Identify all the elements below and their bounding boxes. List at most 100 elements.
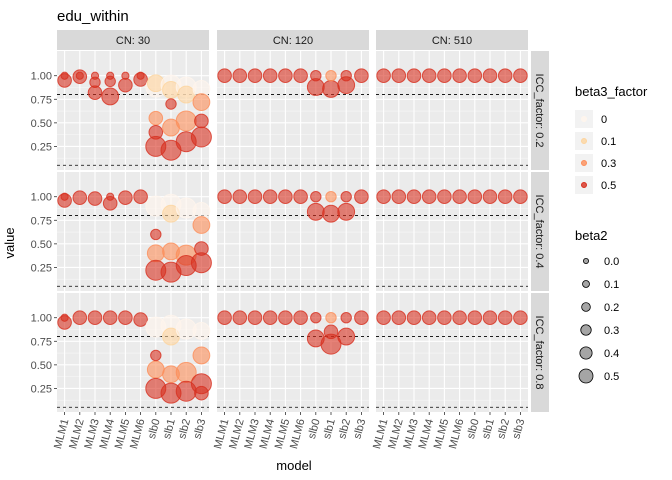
- data-point: [248, 190, 262, 204]
- data-point: [311, 313, 321, 323]
- legend-key: [582, 161, 587, 166]
- size-legend-key: [580, 347, 592, 359]
- data-point: [341, 313, 351, 323]
- y-tick-label: 0.50: [31, 239, 52, 251]
- data-point: [483, 69, 497, 83]
- row-strip-label: ICC_factor: 0.2: [533, 74, 545, 148]
- data-point: [311, 192, 321, 202]
- legend-label: 0.0: [604, 256, 619, 268]
- data-point: [294, 311, 308, 325]
- data-point: [218, 190, 232, 204]
- data-point: [453, 69, 467, 83]
- data-point: [323, 81, 340, 98]
- data-point: [338, 203, 355, 220]
- data-point: [88, 192, 102, 206]
- size-legend-key: [579, 369, 593, 383]
- data-point: [498, 190, 512, 204]
- facet-panels: CN: 30 CN: 120 CN: 510 ICC_factor: 0.2 ICC_f…: [31, 30, 549, 450]
- data-point: [248, 311, 262, 325]
- data-point: [514, 69, 528, 83]
- data-point: [195, 242, 209, 256]
- data-point: [468, 69, 482, 83]
- data-point: [514, 311, 528, 325]
- y-tick-label: 1.00: [31, 192, 52, 204]
- row-strip-label: ICC_factor: 0.8: [533, 316, 545, 390]
- data-point: [76, 72, 83, 79]
- data-point: [326, 192, 336, 202]
- data-point: [61, 72, 68, 79]
- data-point: [193, 217, 210, 234]
- data-point: [137, 72, 144, 79]
- data-point: [218, 69, 232, 83]
- legend-label: 0.1: [601, 136, 616, 148]
- data-point: [407, 190, 421, 204]
- chart-title: edu_within: [57, 8, 129, 25]
- y-axis-title: value: [2, 227, 17, 258]
- data-point: [147, 361, 164, 378]
- data-point: [103, 311, 117, 325]
- data-point: [233, 69, 247, 83]
- legend-label: 0.3: [604, 325, 619, 337]
- legend-label: 0.3: [601, 158, 616, 170]
- data-point: [176, 111, 196, 131]
- data-point: [338, 328, 355, 345]
- data-point: [294, 69, 308, 83]
- x-tick-label: slb3: [510, 418, 527, 441]
- size-legend-key: [583, 258, 588, 263]
- legend-label: 0.4: [604, 348, 619, 360]
- legend-label: 0.5: [604, 371, 619, 383]
- data-point: [498, 69, 512, 83]
- data-point: [514, 190, 528, 204]
- y-tick-label: 0.50: [31, 360, 52, 372]
- data-point: [279, 190, 293, 204]
- y-tick-label: 0.50: [31, 118, 52, 130]
- data-point: [134, 190, 148, 204]
- data-point: [218, 311, 232, 325]
- data-point: [438, 69, 452, 83]
- size-legend-title: beta2: [575, 228, 608, 243]
- legend-label: 0.5: [601, 180, 616, 192]
- data-point: [279, 69, 293, 83]
- data-point: [248, 69, 262, 83]
- size-legend-key: [582, 303, 591, 312]
- row-strip-label: ICC_factor: 0.4: [533, 195, 545, 269]
- data-point: [355, 190, 369, 204]
- y-tick-label: 0.25: [31, 262, 52, 274]
- data-point: [149, 111, 163, 125]
- y-tick-label: 0.75: [31, 94, 52, 106]
- data-point: [438, 311, 452, 325]
- data-point: [191, 127, 211, 147]
- column-strip-label: CN: 30: [116, 35, 150, 47]
- x-tick-label: slb3: [351, 418, 368, 441]
- legend-key: [582, 117, 587, 122]
- legend-key: [582, 183, 587, 188]
- data-point: [119, 78, 133, 92]
- data-point: [438, 190, 452, 204]
- data-point: [193, 323, 210, 340]
- data-point: [311, 71, 321, 81]
- y-tick-label: 0.75: [31, 336, 52, 348]
- data-point: [134, 313, 148, 327]
- legend-label: 0.1: [604, 279, 619, 291]
- data-point: [73, 191, 87, 205]
- data-point: [392, 69, 406, 83]
- legend-label: 0: [601, 114, 607, 126]
- data-point: [326, 313, 336, 323]
- data-point: [195, 114, 209, 128]
- data-point: [193, 94, 210, 111]
- data-point: [377, 69, 391, 83]
- data-point: [193, 347, 210, 364]
- x-axis-title: model: [276, 458, 312, 473]
- data-point: [151, 229, 161, 239]
- data-point: [324, 325, 338, 339]
- data-point: [107, 193, 114, 200]
- data-point: [73, 311, 87, 325]
- color-legend-title: beta3_factor: [575, 84, 648, 99]
- data-point: [166, 99, 176, 109]
- data-point: [233, 190, 247, 204]
- data-point: [294, 190, 308, 204]
- data-point: [263, 69, 277, 83]
- legend-label: 0.2: [604, 302, 619, 314]
- data-point: [107, 72, 114, 79]
